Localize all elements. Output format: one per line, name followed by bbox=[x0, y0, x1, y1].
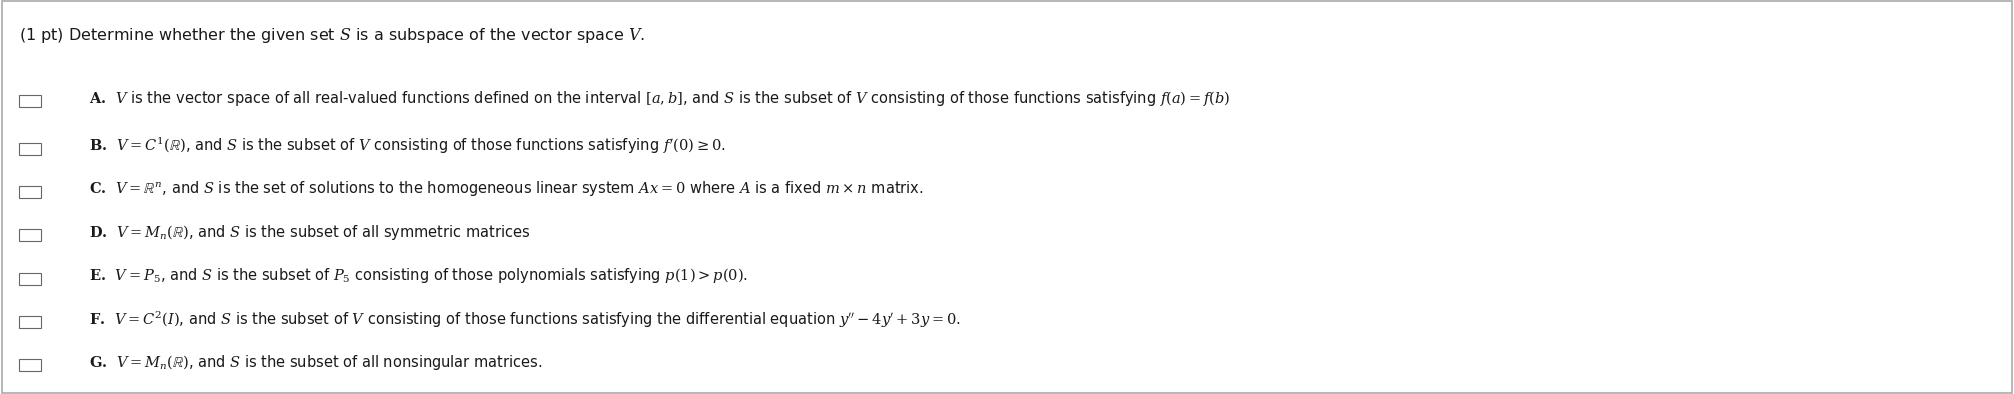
Bar bbox=[20, 229, 40, 242]
Text: $\bf{D.\!}$  $V = M_{n}(\mathbb{R})$, and $S$ is the subset of all symmetric mat: $\bf{D.\!}$ $V = M_{n}(\mathbb{R})$, and… bbox=[89, 223, 530, 242]
Bar bbox=[20, 316, 40, 328]
Bar bbox=[20, 359, 40, 372]
Text: $\bf{E.\!}$  $V = P_{5}$, and $S$ is the subset of $P_{5}$ consisting of those p: $\bf{E.\!}$ $V = P_{5}$, and $S$ is the … bbox=[89, 266, 747, 285]
Bar bbox=[20, 143, 40, 155]
Text: $\bf{F.\!}$  $V = C^{2}(I)$, and $S$ is the subset of $V$ consisting of those fu: $\bf{F.\!}$ $V = C^{2}(I)$, and $S$ is t… bbox=[89, 309, 961, 330]
Text: $\bf{A.\!}$  $V$ is the vector space of all real-valued functions defined on the: $\bf{A.\!}$ $V$ is the vector space of a… bbox=[89, 89, 1231, 108]
Text: $\bf{C.\!}$  $V = \mathbb{R}^{n}$, and $S$ is the set of solutions to the homoge: $\bf{C.\!}$ $V = \mathbb{R}^{n}$, and $S… bbox=[89, 179, 922, 198]
Text: (1 pt) Determine whether the given set $S$ is a subspace of the vector space $V$: (1 pt) Determine whether the given set $… bbox=[20, 26, 644, 45]
Text: $\bf{G.\!}$  $V = M_{n}(\mathbb{R})$, and $S$ is the subset of all nonsingular m: $\bf{G.\!}$ $V = M_{n}(\mathbb{R})$, and… bbox=[89, 353, 542, 372]
Bar bbox=[20, 95, 40, 108]
Bar bbox=[20, 186, 40, 198]
Bar bbox=[20, 273, 40, 285]
Text: $\bf{B.\!}$  $V = C^{1}(\mathbb{R})$, and $S$ is the subset of $V$ consisting of: $\bf{B.\!}$ $V = C^{1}(\mathbb{R})$, and… bbox=[89, 136, 725, 156]
